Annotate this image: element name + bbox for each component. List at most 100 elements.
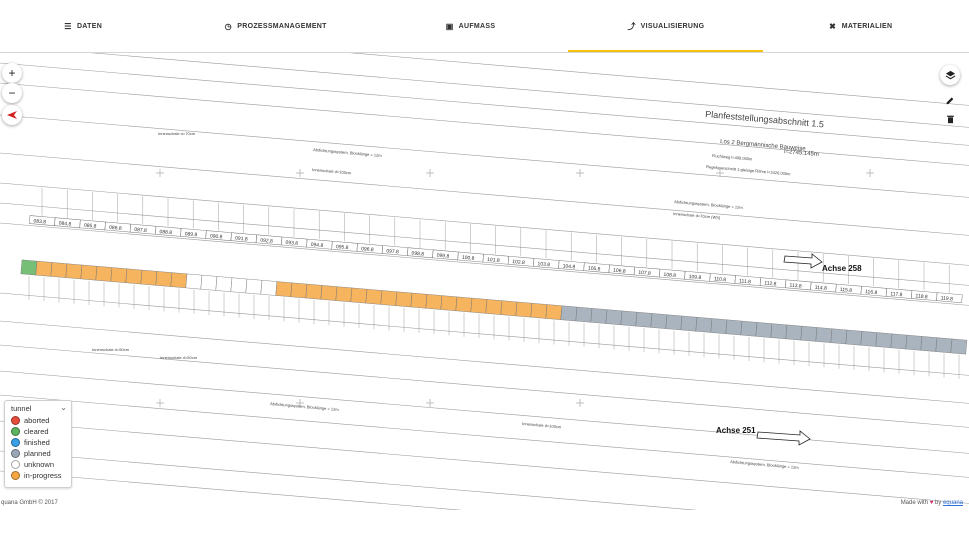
tunnel-block-cleared[interactable] [20,259,38,276]
tunnel-block-in-progress[interactable] [305,283,323,300]
block-number: 104.8 [562,263,575,270]
tunnel-block-planned[interactable] [920,336,938,352]
tunnel-block-in-progress[interactable] [170,272,188,289]
equana-link[interactable]: equana [942,500,963,506]
tunnel-block-in-progress[interactable] [365,288,383,305]
tab-aufmass[interactable]: ▣ AUFMASS [420,0,520,52]
tunnel-block-in-progress[interactable] [140,269,158,286]
survey-cross [716,169,724,177]
tunnel-block-planned[interactable] [590,308,608,324]
tunnel-block-planned[interactable] [560,305,578,322]
tunnel-block-planned[interactable] [815,327,833,343]
tunnel-block-in-progress[interactable] [500,300,518,317]
layers-button[interactable] [940,65,960,85]
tunnel-block-planned[interactable] [740,320,758,337]
tunnel-block-planned[interactable] [605,309,623,326]
lower-tunnel-blocks[interactable] [20,259,968,379]
tunnel-block-planned[interactable] [935,337,953,354]
tunnel-block-in-progress[interactable] [320,285,338,301]
tunnel-block-in-progress[interactable] [350,287,368,304]
tab-label: VISUALISIERUNG [640,22,705,30]
tunnel-block-in-progress[interactable] [50,262,68,278]
tab-prozessmanagement[interactable]: ◷ PROZESSMANAGEMENT [200,0,350,52]
tab-daten[interactable]: ☰ DATEN [25,0,140,52]
tunnel-block-in-progress[interactable] [395,291,413,308]
tunnel-block-unknown[interactable] [260,280,278,296]
tab-materialien[interactable]: ✖ MATERIALIEN [805,0,915,52]
tunnel-block-in-progress[interactable] [470,297,488,314]
block-number: 119.8 [940,295,953,302]
block-number: 108.8 [663,272,676,279]
tunnel-block-in-progress[interactable] [275,281,293,297]
tunnel-drawing[interactable]: Planfeststellungsabschnitt 1.5 Los 2 Ber… [0,53,969,510]
tunnel-block-in-progress[interactable] [485,299,503,315]
tunnel-block-in-progress[interactable] [410,292,428,309]
tunnel-block-planned[interactable] [950,338,968,355]
tunnel-block-planned[interactable] [665,314,683,331]
alignment-line [0,450,698,510]
achse-258-arrow: Achse 258 [783,253,862,273]
alignment-line [0,470,463,510]
tunnel-block-planned[interactable] [770,323,788,340]
tunnel-block-planned[interactable] [800,325,818,342]
draw-button[interactable] [940,90,960,110]
tunnel-block-in-progress[interactable] [125,268,143,285]
tunnel-block-in-progress[interactable] [155,271,173,287]
tunnel-block-planned[interactable] [860,331,878,347]
tunnel-block-planned[interactable] [575,306,593,323]
tunnel-block-planned[interactable] [695,317,713,333]
tunnel-block-unknown[interactable] [215,276,233,292]
upper-block: 116.8 [860,258,887,297]
status-swatch [11,471,20,480]
tunnel-block-planned[interactable] [680,315,698,332]
tunnel-block-in-progress[interactable] [35,260,53,277]
zoom-out-button[interactable]: − [2,83,22,103]
delete-button[interactable] [940,109,960,129]
footer: quana GmbH © 2017 Made with ♥ by equana [0,496,969,510]
tunnel-block-in-progress[interactable] [290,282,308,299]
tunnel-block-in-progress[interactable] [545,304,563,320]
tunnel-block-planned[interactable] [620,310,638,327]
tunnel-block-in-progress[interactable] [380,290,398,306]
survey-cross [576,169,584,177]
tunnel-block-in-progress[interactable] [110,267,128,283]
abdichtung-label-2: Abdichtungssystem, Blocklänge = 12m [674,199,744,210]
tunnel-block-in-progress[interactable] [80,264,98,281]
tunnel-block-in-progress[interactable] [425,294,443,310]
tab-visualisierung[interactable]: ⤴ VISUALISIERUNG [568,0,763,52]
tunnel-block-planned[interactable] [710,318,728,334]
tunnel-block-in-progress[interactable] [455,296,473,313]
innenschale-label-6: Innenschale d=100cm [522,421,562,429]
compass-button[interactable] [2,105,22,125]
drawing-title: Planfeststellungsabschnitt 1.5 [705,109,824,129]
tunnel-block-planned[interactable] [755,322,773,338]
tunnel-block-planned[interactable] [785,324,803,341]
block-number: 091.8 [235,236,248,243]
chevron-down-icon[interactable]: ⌄ [60,403,67,412]
zoom-in-button[interactable]: + [2,63,22,83]
tunnel-block-planned[interactable] [725,319,743,336]
tunnel-block-planned[interactable] [830,328,848,345]
block-number: 090.8 [210,233,223,240]
tunnel-block-planned[interactable] [875,332,893,348]
tunnel-block-in-progress[interactable] [335,286,353,303]
tunnel-block-in-progress[interactable] [515,301,533,318]
tunnel-block-unknown[interactable] [185,273,203,290]
tunnel-block-planned[interactable] [890,333,908,350]
block-number: 099.8 [436,253,449,260]
tunnel-block-planned[interactable] [650,313,668,329]
tab-label: AUFMASS [458,22,496,30]
tunnel-block-in-progress[interactable] [530,303,548,319]
tunnel-block-planned[interactable] [845,329,863,346]
tunnel-block-planned[interactable] [635,311,653,328]
tunnel-block-unknown[interactable] [245,278,263,295]
tunnel-block-unknown[interactable] [230,277,248,294]
tunnel-visualization-map[interactable]: Planfeststellungsabschnitt 1.5 Los 2 Ber… [0,53,969,510]
tunnel-block-in-progress[interactable] [95,266,113,282]
tunnel-block-unknown[interactable] [200,274,218,291]
upper-block: 104.8 [558,232,585,271]
tunnel-block-in-progress[interactable] [65,263,83,280]
innenschale-label-4: Innenschale d=50cm [92,347,130,352]
tunnel-block-in-progress[interactable] [440,295,458,312]
tunnel-block-planned[interactable] [905,334,923,351]
